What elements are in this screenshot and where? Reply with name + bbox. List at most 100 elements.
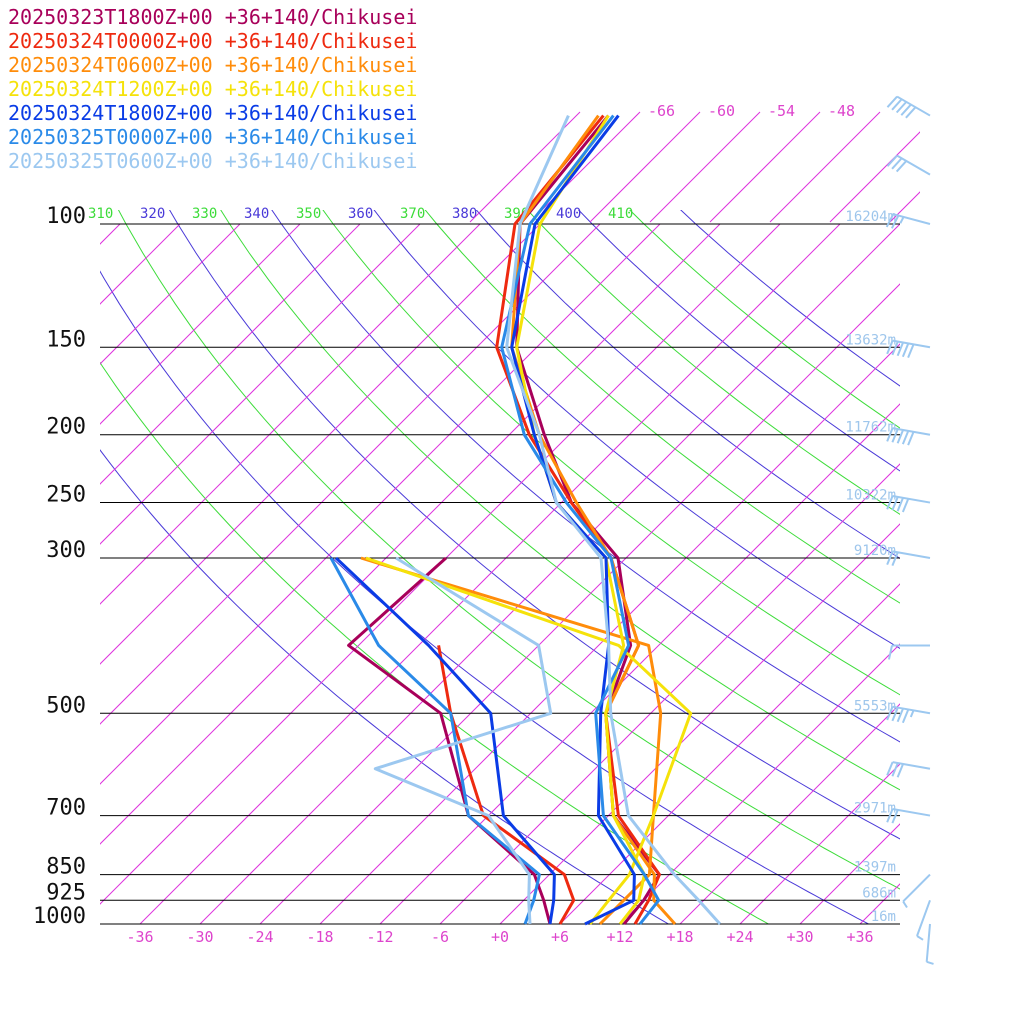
temperature-profile — [515, 114, 646, 925]
upper-isotherm-line — [829, 131, 920, 223]
dry-adiabat-line — [373, 210, 900, 650]
dry-adiabat-line — [100, 361, 769, 925]
isotherm-line — [100, 223, 481, 605]
dry-adiabat-line — [526, 210, 900, 515]
isotherm-line — [100, 223, 181, 305]
pressure-label: 925 — [46, 880, 86, 905]
legend-entry: 20250324T0600Z+00 +36+140/Chikusei — [8, 53, 417, 77]
dewpoint-profile — [373, 556, 553, 925]
isotherm-line — [679, 703, 900, 925]
theta-label: 350 — [296, 206, 321, 222]
upper-isotherm-line — [950, 112, 1024, 222]
temperature-tick-label: +36 — [846, 928, 873, 946]
isotherm-line — [100, 223, 421, 545]
isotherm-line — [100, 223, 601, 725]
isotherm-line — [739, 763, 900, 925]
legend-entry: 20250323T1800Z+00 +36+140/Chikusei — [8, 5, 417, 29]
dry-adiabat-line — [100, 449, 669, 925]
isotherm-line — [319, 343, 900, 925]
wind-barbs — [885, 95, 934, 965]
height-label: 2971m — [854, 801, 896, 817]
temperature-profile — [500, 114, 661, 925]
pressure-label: 500 — [46, 693, 86, 718]
theta-label: 310 — [88, 206, 113, 222]
wind-barb — [886, 154, 931, 176]
wind-barb — [902, 873, 931, 909]
isotherm-line — [100, 223, 241, 365]
upper-isotherm-line — [589, 111, 701, 223]
upper-isotherm-line — [529, 111, 641, 223]
legend-entry: 20250324T0000Z+00 +36+140/Chikusei — [8, 29, 417, 53]
wind-barb — [916, 899, 931, 941]
dewpoint-profile — [437, 645, 576, 925]
theta-label: 320 — [140, 206, 165, 222]
upper-isotherms — [469, 111, 1024, 223]
isotherm-line — [439, 463, 900, 925]
legend-entry: 20250324T1200Z+00 +36+140/Chikusei — [8, 77, 417, 101]
temperature-tick-label: +0 — [491, 928, 509, 946]
dry-adiabats — [100, 210, 900, 925]
isotherm-line — [980, 224, 1024, 924]
upper-temperature-label: -66 — [648, 102, 675, 120]
dry-adiabat-line — [271, 210, 900, 743]
isotherm-line — [100, 223, 721, 845]
isotherm-line — [920, 224, 1024, 924]
temperature-tick-label: +6 — [551, 928, 569, 946]
isotherm-line — [379, 403, 900, 925]
upper-temperature-label: -54 — [768, 102, 795, 120]
legend-entry: 20250325T0600Z+00 +36+140/Chikusei — [8, 149, 417, 173]
temperature-tick-label: -12 — [366, 928, 393, 946]
theta-labels: 310 320 330 340 350 360 370 380 390 400 410 — [88, 206, 633, 222]
wind-barb — [886, 807, 931, 824]
isotherm-line — [619, 643, 900, 925]
legend-entry: 20250325T0000Z+00 +36+140/Chikusei — [8, 125, 417, 149]
dry-adiabat-line — [322, 210, 900, 696]
dry-adiabat-line — [100, 270, 869, 925]
wind-barb — [886, 339, 931, 358]
dewpoint-profile — [347, 556, 552, 925]
wind-barb — [886, 550, 931, 566]
legend: 20250323T1800Z+00 +36+140/Chikusei202503… — [8, 5, 417, 173]
wind-barb — [925, 923, 934, 965]
wind-barb — [886, 95, 931, 119]
temperature-tick-label: -24 — [246, 928, 273, 946]
dewpoint-profile — [334, 556, 556, 925]
isotherm-line — [859, 883, 900, 925]
height-label: 686m — [862, 885, 896, 901]
temperature-tick-label: -18 — [306, 928, 333, 946]
upper-temperature-label: -60 — [708, 102, 735, 120]
temperature-axis: -36 -30 -24 -18 -12 -6 +0 +6 +12 +18 +24 +30 +36 — [126, 928, 873, 946]
height-labels: 16204m 13632m 11762m 10322m 9120m 5553m 2971m 1… — [845, 209, 896, 925]
temperature-tick-label: +18 — [666, 928, 693, 946]
wind-barb — [886, 761, 931, 778]
height-label: 16m — [871, 909, 896, 925]
dewpoint-profile — [329, 557, 541, 925]
theta-label: 360 — [348, 206, 373, 222]
dry-adiabat-line — [169, 210, 900, 840]
isotherms — [100, 223, 1024, 925]
temperature-tick-label: +12 — [606, 928, 633, 946]
upper-isotherm-line — [709, 111, 821, 223]
pressure-label: 850 — [46, 855, 86, 880]
pressure-label: 700 — [46, 796, 86, 821]
isotherm-line — [499, 523, 900, 925]
isotherm-line — [100, 223, 301, 425]
theta-label: 400 — [556, 206, 581, 222]
dry-adiabat-line — [220, 210, 900, 791]
temperature-tick-label: -30 — [186, 928, 213, 946]
temperature-tick-label: +30 — [786, 928, 813, 946]
dewpoint-profile — [365, 556, 693, 925]
height-label: 11762m — [845, 420, 896, 436]
height-label: 10322m — [845, 488, 896, 504]
pressure-label: 250 — [46, 483, 86, 508]
temperature-tick-label: -6 — [431, 928, 449, 946]
dry-adiabat-line — [475, 210, 900, 559]
pressure-label: 300 — [46, 538, 86, 563]
theta-label: 370 — [400, 206, 425, 222]
upper-temperature-label: -48 — [828, 102, 855, 120]
temperature-profile — [505, 114, 722, 926]
pressure-label: 1000 — [33, 904, 86, 929]
temperature-tick-label: +24 — [726, 928, 753, 946]
upper-isotherm-line — [889, 191, 920, 223]
